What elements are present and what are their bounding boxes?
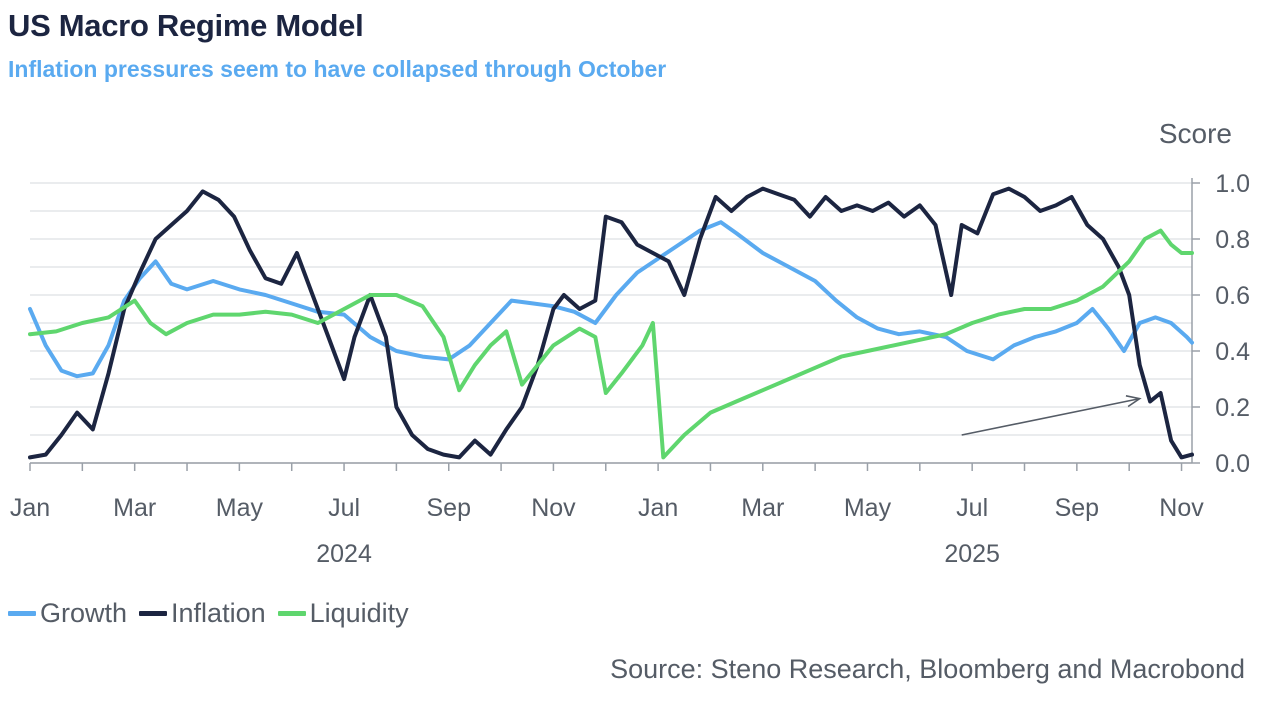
annotation-arrow — [961, 397, 1140, 436]
x-tick-label: Jul — [328, 494, 360, 522]
legend-label-inflation: Inflation — [171, 598, 266, 628]
chart-canvas: 0.0 0.2 0.4 0.6 0.8 1.0 Jan Mar May Jul Sep Nov Jan M… — [10, 118, 1250, 568]
series-line-liquidity — [28, 228, 1194, 460]
x-tick-label: Mar — [741, 494, 784, 522]
x-tick-label: Jan — [10, 494, 50, 522]
legend-item-inflation: Inflation — [139, 598, 266, 629]
y-axis-label: Score — [1159, 118, 1232, 149]
year-label: 2025 — [944, 540, 1000, 568]
legend: Growth Inflation Liquidity — [8, 598, 421, 629]
x-tick-label: May — [844, 494, 892, 522]
x-tick-label: Jan — [638, 494, 678, 522]
legend-swatch-liquidity — [277, 611, 306, 616]
y-tick-label: 0.8 — [1215, 226, 1250, 254]
y-tick-label: 1.0 — [1215, 170, 1250, 198]
x-tick-label: Jul — [956, 494, 988, 522]
series-line-inflation — [28, 186, 1194, 460]
x-tick-label: Nov — [1159, 494, 1204, 522]
y-tick-label: 0.0 — [1215, 450, 1250, 478]
chart-subtitle: Inflation pressures seem to have collaps… — [8, 56, 667, 82]
series-lines — [28, 186, 1194, 460]
legend-swatch-inflation — [139, 611, 168, 616]
legend-item-liquidity: Liquidity — [277, 598, 409, 629]
year-label: 2024 — [316, 540, 372, 568]
y-tick-label: 0.6 — [1215, 282, 1250, 310]
axes: 0.0 0.2 0.4 0.6 0.8 1.0 Jan Mar May Jul Sep Nov Jan M… — [10, 170, 1250, 568]
x-tick-label: Mar — [113, 494, 156, 522]
legend-label-growth: Growth — [40, 598, 128, 628]
annotation-arrowhead — [1125, 395, 1142, 408]
legend-swatch-growth — [8, 611, 36, 616]
y-tick-label: 0.4 — [1215, 338, 1250, 366]
x-tick-label: May — [216, 494, 264, 522]
x-tick-label: Sep — [426, 494, 470, 522]
source-note: Source: Steno Research, Bloomberg and Ma… — [610, 654, 1245, 684]
chart-title: US Macro Regime Model — [8, 8, 364, 43]
legend-item-growth: Growth — [8, 598, 127, 629]
legend-label-liquidity: Liquidity — [309, 598, 409, 628]
annotations — [961, 395, 1142, 436]
grid-lines — [30, 182, 1192, 464]
x-tick-label: Nov — [531, 494, 576, 522]
x-tick-label: Sep — [1055, 494, 1099, 522]
y-tick-label: 0.2 — [1215, 394, 1250, 422]
series-line-growth — [28, 220, 1194, 379]
